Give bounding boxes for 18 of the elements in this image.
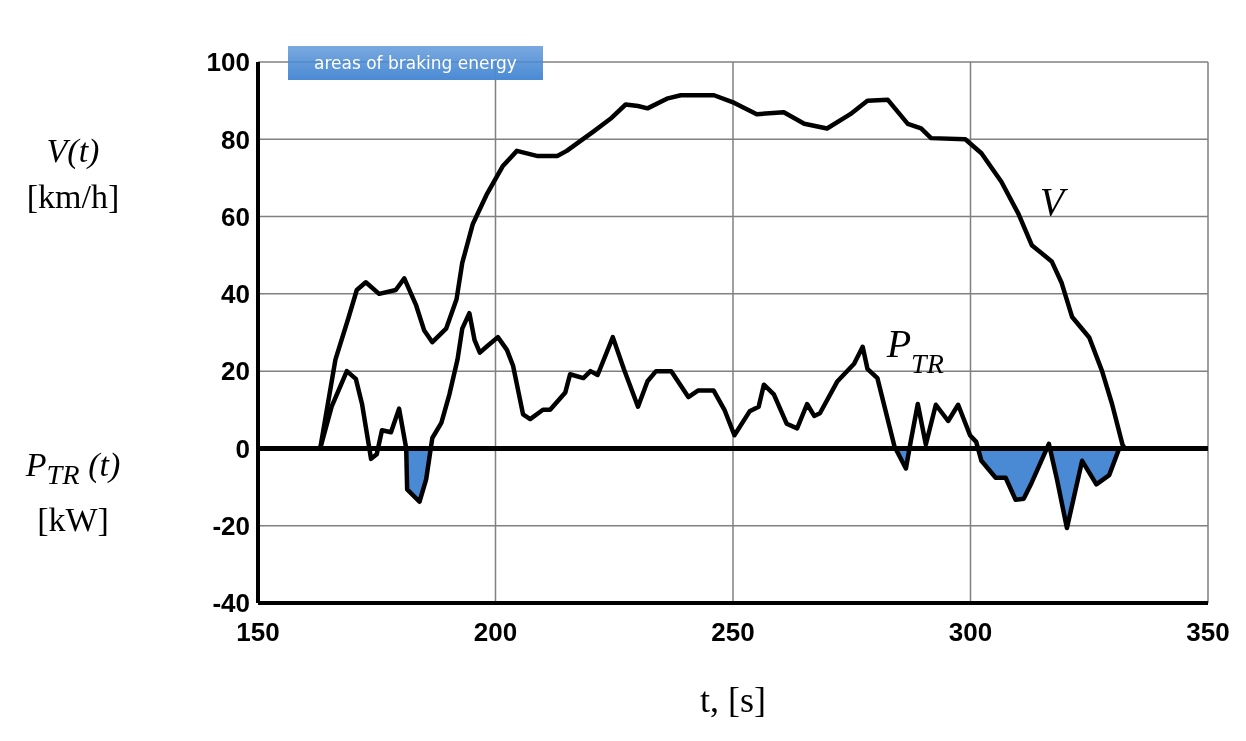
y-tick-label: -40: [212, 588, 250, 619]
y-tick-label: 100: [206, 47, 250, 78]
x-tick-label: 300: [948, 617, 993, 648]
x-tick-label: 150: [236, 617, 280, 648]
x-tick-label: 250: [711, 617, 755, 648]
text: areas of braking energy: [288, 46, 543, 80]
y-tick-label: 60: [221, 201, 250, 232]
y-tick-label: 20: [221, 356, 250, 387]
y-tick-label: 40: [221, 279, 250, 310]
series-label: V: [1039, 179, 1069, 225]
text: V(t) [km/h] P$_{TR}$ (t) [kW]: [25, 131, 121, 539]
x-tick-label: 200: [473, 617, 518, 648]
x-tick-label: 350: [1186, 617, 1230, 648]
y-tick-label: 80: [221, 124, 250, 155]
y-tick-label: -20: [212, 510, 250, 541]
y-tick-label: 0: [235, 433, 250, 464]
x-axis-title: t, [s]: [699, 679, 767, 721]
series-label: P$_{TR}$: [885, 320, 944, 379]
